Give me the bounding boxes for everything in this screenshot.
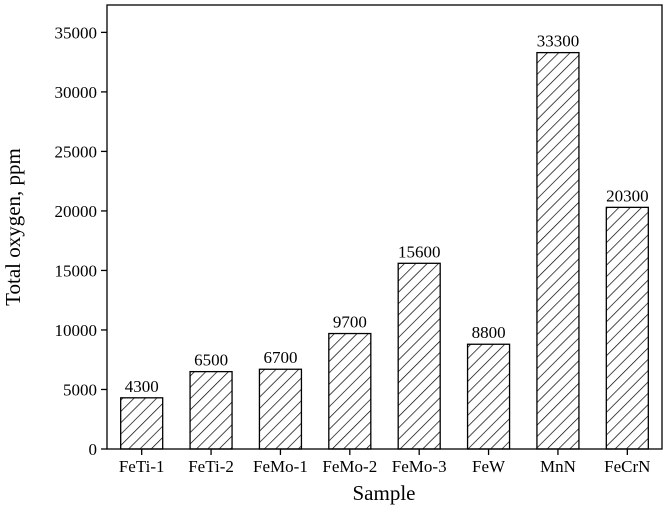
bar [536,51,580,450]
data-label: 9700 [333,313,367,332]
x-tick-label: FeMo-2 [322,457,377,476]
bar [328,332,372,450]
bar [189,370,233,450]
data-label: 6500 [194,351,228,370]
x-tick-label: FeTi-1 [119,457,165,476]
x-tick-label: FeCrN [604,457,650,476]
data-label: 15600 [398,242,441,261]
plot-frame [106,4,663,450]
y-tick-label: 5000 [63,380,97,399]
data-label: 33300 [537,32,580,51]
bar [120,397,164,450]
x-tick-label: FeW [472,457,506,476]
data-label: 6700 [263,348,297,367]
y-tick-label: 35000 [55,23,98,42]
x-tick-label: FeMo-3 [392,457,447,476]
y-tick-label: 30000 [55,83,98,102]
y-tick-label: 0 [89,440,98,459]
y-tick-label: 25000 [55,142,98,161]
data-label: 4300 [125,377,159,396]
x-tick-label: FeTi-2 [188,457,234,476]
bar [397,262,441,450]
y-tick-label: 20000 [55,202,98,221]
y-tick-label: 15000 [55,261,98,280]
bar [605,206,649,450]
y-axis-title: Total oxygen, ppm [1,148,25,306]
y-tick-label: 10000 [55,321,98,340]
x-axis-title: Sample [353,481,416,505]
x-tick-label: FeMo-1 [253,457,308,476]
x-tick-label: MnN [540,457,576,476]
data-label: 20300 [606,186,649,205]
bar [466,343,511,450]
bar [258,368,303,450]
data-label: 8800 [472,323,506,342]
